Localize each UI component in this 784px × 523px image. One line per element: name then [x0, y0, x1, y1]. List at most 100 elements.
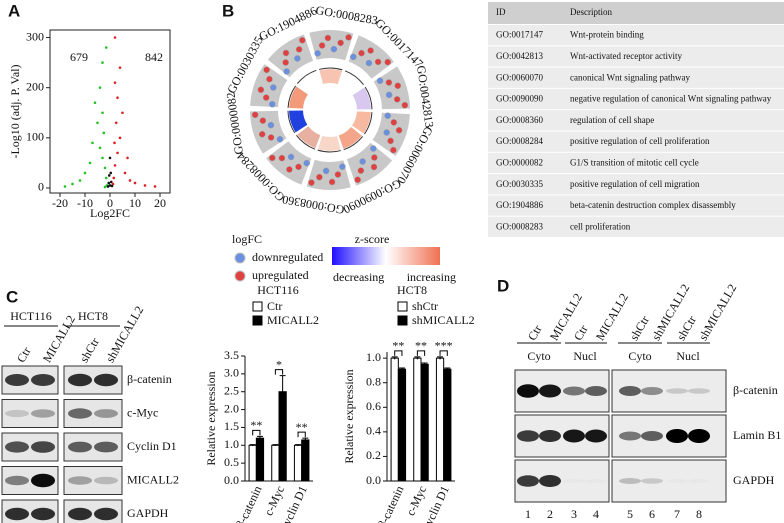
table-row [488, 88, 784, 110]
bar [413, 357, 422, 482]
gene-dot [318, 42, 326, 49]
table-cell: GO:0008283 [496, 221, 543, 231]
lane-label: shCtr [77, 335, 102, 365]
point [113, 81, 117, 84]
error-bar [249, 444, 256, 446]
band [585, 386, 607, 396]
gene-dot [257, 86, 265, 94]
table-cell: GO:0008360 [496, 115, 543, 125]
point [118, 66, 122, 69]
table-row [488, 46, 784, 67]
lane-label: Ctr [14, 345, 34, 365]
point [103, 166, 107, 170]
y-tick-label: 0.0 [224, 473, 239, 487]
point [104, 46, 108, 49]
gene-dot [350, 53, 357, 61]
bar [293, 444, 303, 482]
table-cell: GO:0017147 [496, 30, 543, 40]
band [31, 409, 55, 418]
lane-label: Ctr [525, 323, 545, 343]
significance-bracket [252, 429, 261, 436]
point [91, 141, 94, 145]
y-axis-label: Relative expression [204, 371, 218, 465]
gene-dot [384, 58, 391, 66]
blot [611, 369, 727, 413]
gene-dot [401, 101, 409, 109]
band [666, 388, 688, 394]
point [111, 182, 115, 186]
legend-swatch [252, 315, 263, 326]
band [585, 429, 607, 443]
significance-bracket [416, 350, 426, 356]
gene-dot [345, 34, 352, 41]
legend-swatch [252, 301, 263, 312]
table-cell: positive regulation of cell proliferatio… [570, 136, 710, 146]
gene-dot [267, 121, 275, 129]
band [31, 441, 55, 453]
protein-label: GAPDH [733, 473, 775, 487]
significance-bracket [394, 350, 403, 356]
x-tick-label: -10 [77, 196, 93, 210]
band [641, 387, 663, 395]
point [121, 111, 124, 115]
gene-dot [384, 112, 391, 119]
scale-end: decreasing [333, 270, 384, 284]
band [619, 386, 641, 396]
gene-dot [390, 119, 398, 126]
gene-dot [328, 178, 336, 186]
protein-label: GAPDH [127, 506, 169, 520]
gene-dot [295, 163, 302, 171]
error-bar [391, 356, 398, 360]
blot [63, 466, 123, 495]
band [539, 430, 561, 442]
outer-sector [373, 66, 410, 110]
table-cell: canonical Wnt signaling pathway [570, 72, 691, 82]
outer-sector [266, 140, 312, 185]
point [102, 131, 106, 135]
band [31, 473, 55, 488]
annotation: 842 [145, 50, 163, 64]
point [103, 185, 107, 189]
x-tick-label: 0 [107, 196, 113, 210]
y-tick-label: 0.2 [366, 448, 381, 462]
blot [1, 399, 59, 428]
fraction-label: Nucl [676, 349, 700, 363]
lane-label: MICALL2 [593, 291, 631, 343]
gene-dot [259, 117, 267, 124]
gene-dot [286, 166, 293, 173]
inner-sector [297, 125, 321, 149]
band [688, 388, 710, 394]
point [110, 184, 114, 188]
gene-dot [266, 75, 273, 83]
fraction-label: Cyto [628, 349, 651, 363]
significance: ** [392, 339, 404, 353]
gene-dot [395, 126, 403, 134]
band [5, 409, 29, 418]
cell-line: HCT8 [78, 309, 108, 323]
band [94, 476, 118, 485]
band [563, 479, 585, 483]
inner-outline [296, 134, 316, 150]
band [31, 507, 55, 521]
gene-dot [287, 153, 295, 161]
inner-sector [318, 135, 341, 151]
point [116, 151, 119, 155]
gene-dot [358, 49, 365, 57]
gene-dot [339, 163, 346, 170]
gene-dot [303, 159, 310, 167]
bar [255, 437, 265, 482]
gene-dot [359, 158, 366, 165]
gene-dot [365, 59, 373, 67]
point [71, 182, 74, 186]
bar [435, 357, 445, 482]
gene-dot [251, 111, 259, 119]
gene-dot [262, 94, 270, 101]
outer-sector [346, 142, 393, 186]
x-tick-label: 20 [154, 196, 166, 210]
band [688, 479, 710, 483]
band [68, 373, 92, 387]
table-cell: regulation of cell shape [570, 115, 654, 125]
gene-dot [337, 39, 344, 47]
point [153, 185, 157, 188]
